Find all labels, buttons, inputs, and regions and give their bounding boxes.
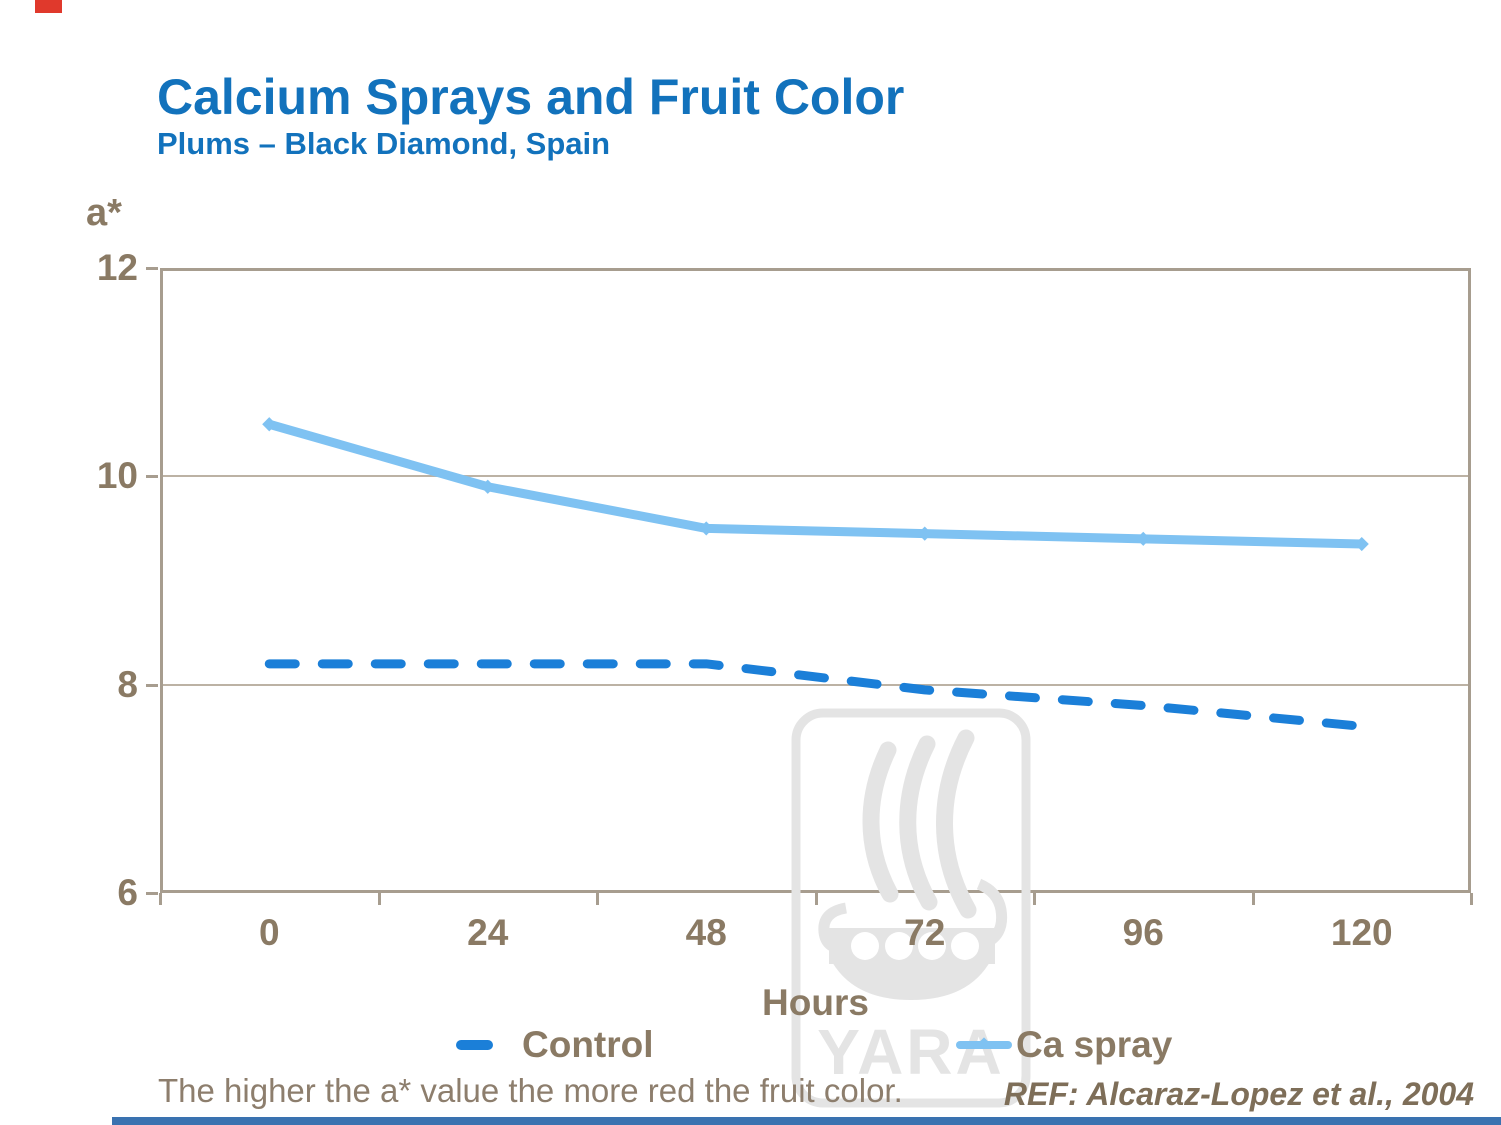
x-tick-mark-3: [814, 893, 818, 905]
x-tick-mark-2: [596, 893, 599, 905]
legend-label-control: Control: [522, 1024, 654, 1065]
gridline-8: [163, 683, 1468, 686]
ca-spray-marker-icon: [978, 1037, 990, 1049]
x-tick-mark-5: [1251, 893, 1255, 905]
page-subtitle: Plums – Black Diamond, Spain: [157, 126, 611, 161]
x-tick-label-96: 96: [1122, 912, 1164, 953]
footnote-text: The higher the a* value the more red the…: [158, 1072, 903, 1109]
data-point-marker: [1136, 531, 1151, 546]
data-point-marker: [917, 526, 932, 541]
y-tick-label-12: 12: [96, 247, 138, 288]
reference-citation: REF: Alcaraz-Lopez et al., 2004: [1003, 1076, 1474, 1112]
data-point-marker: [262, 417, 277, 432]
gridline-10: [163, 475, 1468, 478]
y-axis-title: a*: [86, 192, 122, 234]
ca-spray-line-swatch: [956, 1037, 1012, 1049]
y-tick-label-10: 10: [96, 455, 138, 497]
x-tick-mark-0: [159, 893, 162, 905]
y-tick-mark-12: [146, 267, 158, 270]
x-axis-title: Hours: [762, 982, 869, 1023]
legend-label-ca-spray: Ca spray: [1016, 1024, 1173, 1065]
x-tick-mark-1: [377, 893, 381, 905]
y-tick-label-6: 6: [117, 872, 138, 913]
x-tick-mark-6: [1470, 893, 1473, 905]
y-tick-label-8: 8: [117, 663, 138, 705]
x-tick-mark-4: [1033, 893, 1036, 905]
data-series-layer: [262, 417, 1369, 731]
page-title: Calcium Sprays and Fruit Color: [157, 69, 905, 125]
legend-item-ca-spray: Ca spray: [956, 1024, 1172, 1066]
x-tick-label-24: 24: [467, 912, 509, 953]
y-tick-mark-8: [146, 683, 158, 687]
series-line-control: [264, 659, 1367, 731]
data-point-marker: [480, 479, 495, 494]
y-tick-mark-10: [146, 475, 158, 479]
template-bottom-bar: [112, 1117, 1501, 1125]
series-line-ca-spray: [264, 419, 1367, 549]
control-dash-swatch: [456, 1040, 493, 1050]
x-tick-label-0: 0: [258, 912, 280, 953]
x-tick-label-72: 72: [904, 912, 946, 953]
data-point-marker: [1354, 536, 1369, 552]
x-tick-label-48: 48: [685, 912, 727, 953]
legend-item-control: Control: [456, 1024, 654, 1066]
x-tick-label-120: 120: [1330, 912, 1393, 953]
template-red-accent: [35, 0, 62, 13]
y-tick-mark-6: [146, 892, 158, 895]
